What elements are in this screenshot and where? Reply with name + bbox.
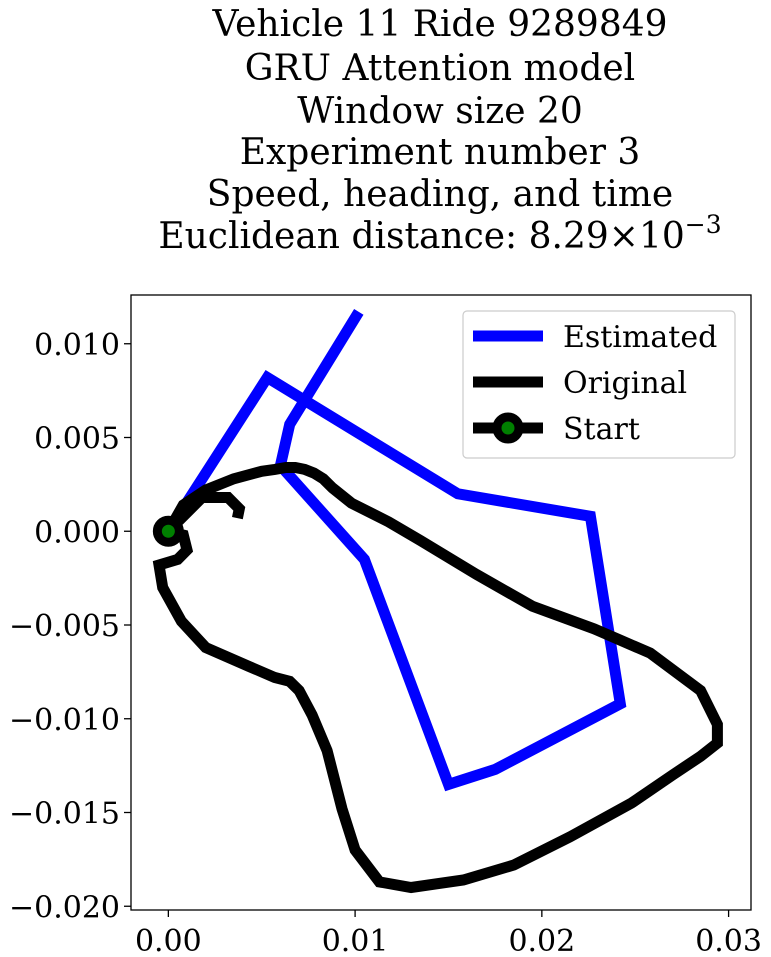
- title-line-2: GRU Attention model: [245, 48, 635, 89]
- start-marker: [152, 515, 184, 547]
- y-tick-label: −0.020: [9, 890, 120, 925]
- y-tick-label: −0.010: [9, 703, 120, 738]
- x-axis: 0.00 0.01 0.02 0.03: [135, 910, 762, 957]
- y-tick-label: 0.000: [34, 515, 120, 550]
- title-distance-prefix: Euclidean distance: 8.29: [158, 216, 608, 257]
- chart-title: Vehicle 11 Ride 9289849 GRU Attention mo…: [158, 4, 721, 257]
- legend-start-label: Start: [563, 412, 640, 447]
- y-tick-label: −0.005: [9, 609, 120, 644]
- y-tick-label: 0.010: [34, 328, 120, 363]
- y-tick-label: −0.015: [9, 797, 120, 832]
- x-tick-label: 0.01: [322, 924, 389, 957]
- x-tick-label: 0.02: [508, 924, 575, 957]
- title-line-1: Vehicle 11 Ride 9289849: [211, 4, 667, 45]
- x-tick-label: 0.03: [695, 924, 762, 957]
- title-distance-times: ×10: [609, 216, 685, 257]
- series-line-estimated: [163, 309, 627, 792]
- legend-original-label: Original: [563, 366, 687, 401]
- legend-frame: [462, 310, 736, 459]
- legend-estimated-label: Estimated: [563, 320, 717, 355]
- legend: Estimated Original Start: [462, 310, 736, 459]
- title-line-6: Euclidean distance: 8.29×10−3: [158, 210, 721, 257]
- plot-frame: [130, 294, 752, 911]
- series-line-original: [152, 462, 723, 894]
- title-line-4: Experiment number 3: [240, 132, 641, 173]
- plot-area: [130, 294, 752, 911]
- y-axis: 0.010 0.005 0.000 −0.005 −0.010 −0.015 −0.020: [9, 328, 131, 925]
- x-tick-label: 0.00: [135, 924, 202, 957]
- title-line-3: Window size 20: [297, 91, 583, 132]
- y-tick-label: 0.005: [34, 422, 120, 457]
- title-line-5: Speed, heading, and time: [207, 174, 673, 215]
- legend-start-marker: [492, 412, 524, 444]
- series-layer: [152, 309, 723, 894]
- title-distance-exponent: −3: [685, 210, 722, 239]
